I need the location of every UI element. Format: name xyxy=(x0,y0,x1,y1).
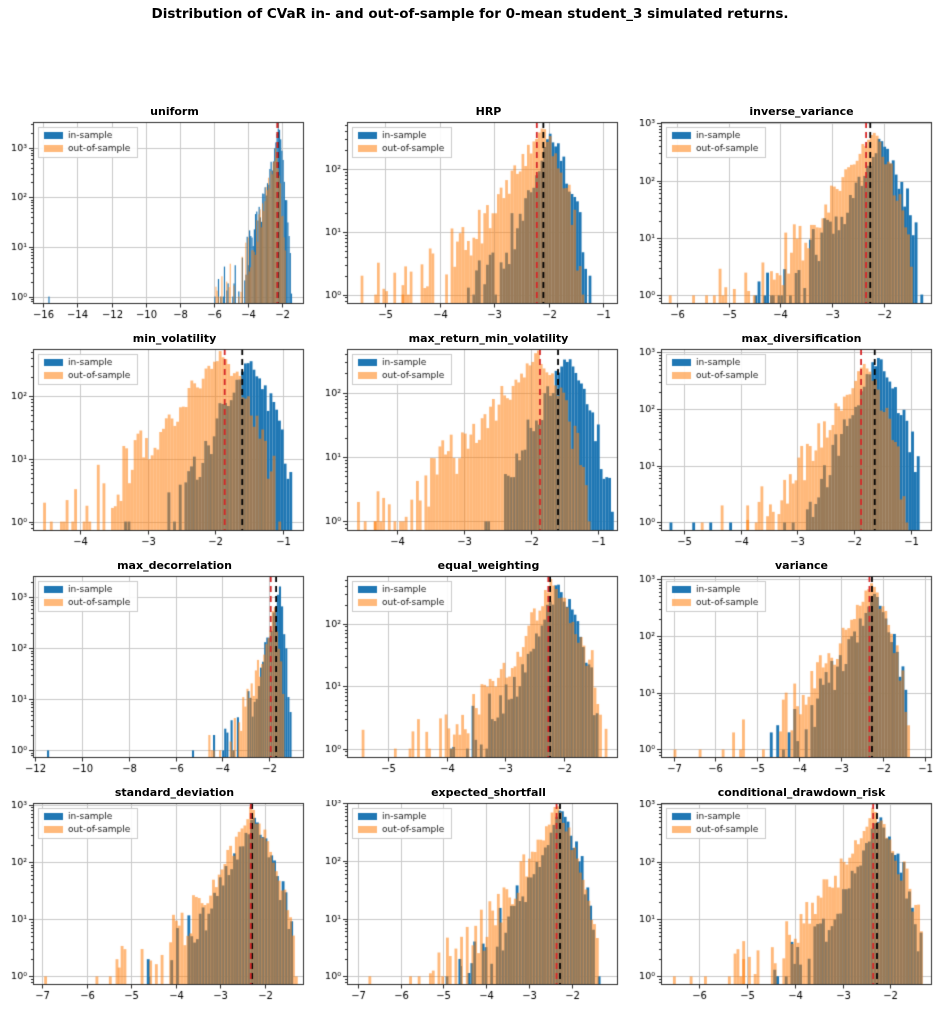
figure-title: Distribution of CVaR in- and out-of-samp… xyxy=(151,6,789,22)
histogram-canvas-equal-weighting xyxy=(316,573,624,779)
subplot-title: min_volatility xyxy=(132,332,217,345)
histogram-canvas-variance xyxy=(630,573,938,779)
histogram-canvas-expected-shortfall xyxy=(316,800,624,1006)
subplot-expected-shortfall: expected_shortfall xyxy=(316,785,630,1012)
subplot-grid: uniform HRP inverse_variance min_volatil… xyxy=(2,104,940,1012)
histogram-canvas-uniform xyxy=(2,119,310,325)
subplot-title: HRP xyxy=(475,105,502,118)
histogram-canvas-max-diversification xyxy=(630,346,938,552)
subplot-title: equal_weighting xyxy=(437,559,540,572)
histogram-canvas-conditional-drawdown-risk xyxy=(630,800,938,1006)
subplot-variance: variance xyxy=(630,558,940,785)
histogram-canvas-min-volatility xyxy=(2,346,310,552)
subplot-inverse-variance: inverse_variance xyxy=(630,104,940,331)
subplot-title: uniform xyxy=(150,105,199,118)
subplot-title: max_return_min_volatility xyxy=(408,332,569,345)
subplot-uniform: uniform xyxy=(2,104,316,331)
histogram-canvas-inverse-variance xyxy=(630,119,938,325)
subplot-title: expected_shortfall xyxy=(431,786,546,799)
subplot-equal-weighting: equal_weighting xyxy=(316,558,630,785)
subplot-max-diversification: max_diversification xyxy=(630,331,940,558)
subplot-title: max_diversification xyxy=(741,332,862,345)
subplot-max-return-min-volatility: max_return_min_volatility xyxy=(316,331,630,558)
histogram-canvas-hrp xyxy=(316,119,624,325)
subplot-standard-deviation: standard_deviation xyxy=(2,785,316,1012)
subplot-title: variance xyxy=(774,559,829,572)
subplot-max-decorrelation: max_decorrelation xyxy=(2,558,316,785)
subplot-hrp: HRP xyxy=(316,104,630,331)
subplot-title: inverse_variance xyxy=(749,105,854,118)
histogram-canvas-max-decorrelation xyxy=(2,573,310,779)
subplot-title: max_decorrelation xyxy=(117,559,232,572)
histogram-canvas-standard-deviation xyxy=(2,800,310,1006)
subplot-title: standard_deviation xyxy=(114,786,235,799)
subplot-min-volatility: min_volatility xyxy=(2,331,316,558)
subplot-conditional-drawdown-risk: conditional_drawdown_risk xyxy=(630,785,940,1012)
subplot-title: conditional_drawdown_risk xyxy=(717,786,886,799)
histogram-canvas-max-return-min-volatility xyxy=(316,346,624,552)
